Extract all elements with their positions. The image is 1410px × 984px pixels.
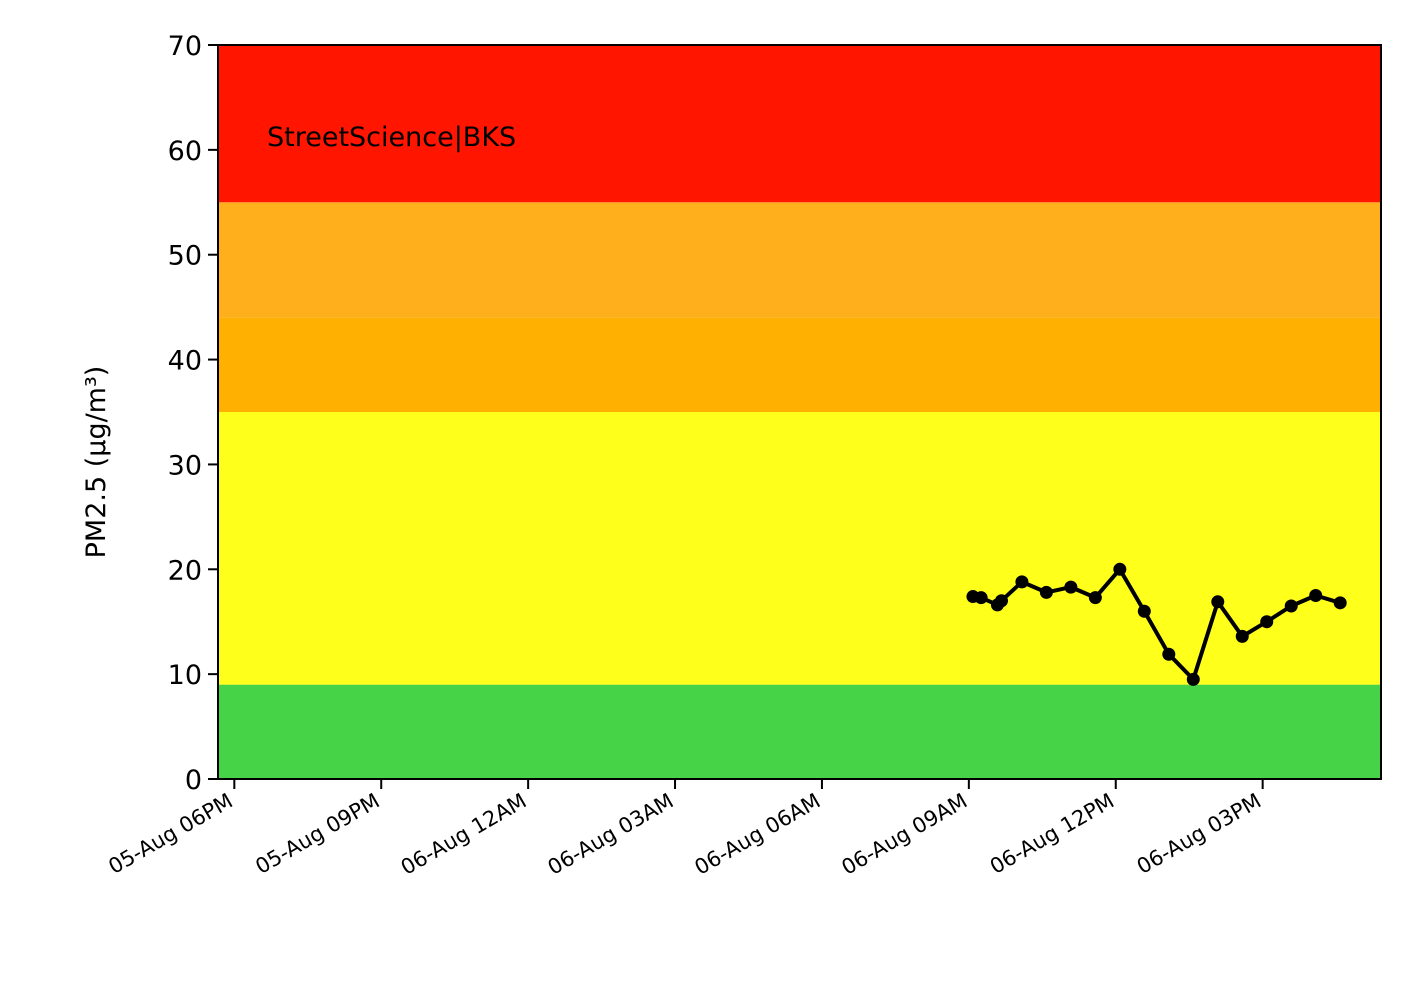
x-tick-label: 06-Aug 09AM: [837, 789, 971, 880]
y-tick-label: 10: [168, 660, 202, 691]
annotation-label: StreetScience|BKS: [267, 122, 516, 153]
data-point: [1309, 589, 1323, 602]
data-point: [1235, 629, 1249, 643]
y-tick-label: 0: [185, 765, 202, 796]
data-point: [974, 591, 988, 605]
y-axis-label: PM2.5 (µg/m³): [81, 366, 112, 559]
aqi-band-4: [218, 45, 1381, 203]
data-point: [1015, 575, 1029, 589]
data-point: [1284, 599, 1298, 613]
data-point: [1088, 591, 1102, 605]
y-tick-label: 60: [168, 136, 202, 167]
data-point: [1211, 595, 1225, 609]
aqi-band-1: [218, 412, 1381, 685]
x-tick-label: 06-Aug 06AM: [691, 789, 825, 880]
y-tick-label: 30: [168, 450, 202, 481]
x-axis: 05-Aug 06PM 05-Aug 09PM 06-Aug 12AM 06-Aug …: [104, 779, 1265, 880]
y-tick-label: 40: [168, 346, 202, 377]
y-tick-label: 20: [168, 555, 202, 586]
x-tick-label: 06-Aug 03PM: [1133, 789, 1265, 879]
data-point: [1113, 562, 1127, 576]
y-tick-label: 50: [168, 241, 202, 272]
plot-frame: [217, 44, 1382, 780]
data-point: [1186, 672, 1200, 686]
data-point: [1333, 596, 1347, 610]
data-point: [1039, 585, 1053, 599]
x-tick-label: 05-Aug 06PM: [104, 789, 236, 879]
x-tick-label: 06-Aug 03AM: [544, 789, 678, 880]
x-tick-label: 06-Aug 12PM: [986, 789, 1118, 879]
aqi-bands: [218, 45, 1381, 779]
data-point: [1260, 615, 1274, 629]
aqi-band-2: [218, 317, 1381, 412]
x-tick-label: 06-Aug 12AM: [397, 789, 531, 880]
data-point: [1064, 580, 1078, 594]
data-point: [994, 594, 1008, 608]
data-point: [1162, 647, 1176, 661]
series-layer: [966, 562, 1347, 686]
y-axis: 0 10 20 30 40 50 60 70: [168, 31, 218, 796]
y-tick-label: 70: [168, 31, 202, 62]
aqi-band-0: [218, 684, 1381, 779]
data-point: [1137, 604, 1151, 618]
x-tick-label: 05-Aug 09PM: [251, 789, 383, 879]
aqi-band-3: [218, 202, 1381, 318]
